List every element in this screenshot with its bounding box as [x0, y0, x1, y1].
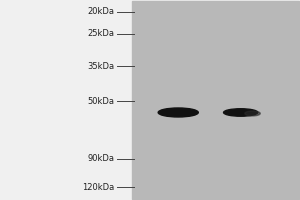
- Text: 35kDa: 35kDa: [87, 62, 114, 71]
- Ellipse shape: [224, 109, 258, 116]
- Ellipse shape: [158, 108, 198, 117]
- Text: 120kDa: 120kDa: [82, 183, 114, 192]
- Text: 90kDa: 90kDa: [87, 154, 114, 163]
- Text: 50kDa: 50kDa: [87, 97, 114, 106]
- Text: 20kDa: 20kDa: [87, 7, 114, 16]
- Text: 25kDa: 25kDa: [87, 29, 114, 38]
- Ellipse shape: [245, 111, 260, 116]
- Bar: [132, 1, 298, 199]
